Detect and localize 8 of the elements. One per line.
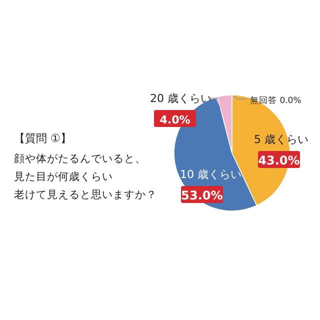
data-label: 43.0% bbox=[258, 154, 300, 168]
slice-label: 10 歳くらい bbox=[180, 168, 242, 181]
text: 【質問 ①】 bbox=[14, 132, 72, 145]
text: 顔や体がたるんでいると、見た目が何歳くらい老けて見えると思いますか？ bbox=[14, 152, 157, 201]
data-label: 53.0% bbox=[181, 188, 223, 202]
slice-label: 20 歳くらい bbox=[150, 92, 212, 105]
data-label: 4.0% bbox=[160, 114, 190, 126]
slice-label: 5 歳くらい bbox=[254, 133, 308, 146]
